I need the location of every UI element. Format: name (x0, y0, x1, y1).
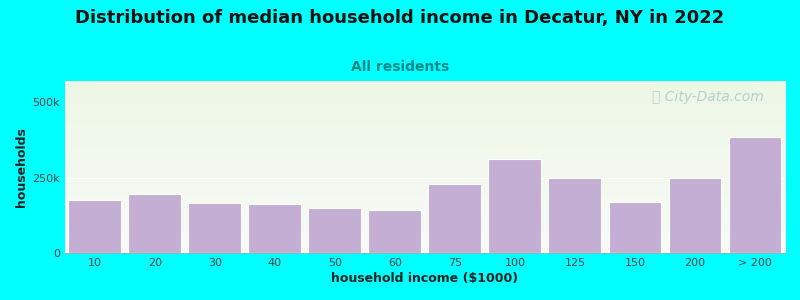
Bar (368, 210, 422, 253)
Bar (549, 178, 602, 253)
Bar (729, 137, 782, 253)
Y-axis label: households: households (15, 127, 28, 207)
Text: ⓘ City-Data.com: ⓘ City-Data.com (652, 90, 763, 104)
Bar (128, 194, 181, 253)
Bar (609, 202, 662, 253)
Bar (489, 159, 542, 253)
X-axis label: household income ($1000): household income ($1000) (331, 272, 518, 285)
Bar (68, 200, 121, 253)
Bar (429, 184, 482, 253)
Bar (669, 178, 722, 253)
Text: All residents: All residents (351, 60, 449, 74)
Bar (188, 203, 241, 253)
Text: Distribution of median household income in Decatur, NY in 2022: Distribution of median household income … (75, 9, 725, 27)
Bar (248, 204, 301, 253)
Bar (308, 208, 361, 253)
